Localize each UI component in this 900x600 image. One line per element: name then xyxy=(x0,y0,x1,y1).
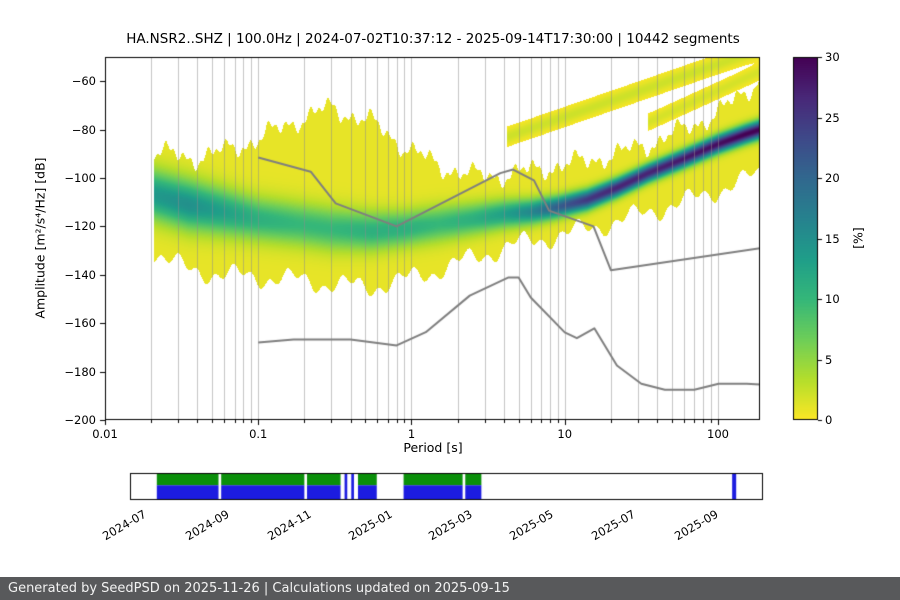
x-tick-label: 0.01 xyxy=(92,427,118,441)
colorbar-tick-label: 0 xyxy=(825,413,833,427)
colorbar-tick-label: 5 xyxy=(825,352,833,367)
y-tick-label: −120 xyxy=(64,219,96,234)
y-tick-label: −180 xyxy=(64,364,96,379)
y-tick-label: −100 xyxy=(64,171,96,185)
colorbar-tick-label: 25 xyxy=(825,110,840,125)
ppsd-plot-canvas xyxy=(0,0,900,575)
y-tick-label: −140 xyxy=(64,267,96,282)
colorbar-tick-label: 30 xyxy=(825,50,840,64)
x-tick-label: 1 xyxy=(407,427,416,441)
x-tick-label: 10 xyxy=(557,427,573,441)
y-tick-label: −60 xyxy=(71,74,96,89)
footer-bar: Generated by SeedPSD on 2025-11-26 | Cal… xyxy=(0,577,900,600)
colorbar-tick-label: 20 xyxy=(825,171,840,185)
x-tick-label: 0.1 xyxy=(249,427,268,441)
x-axis-label: Period [s] xyxy=(403,440,463,455)
x-tick-label: 100 xyxy=(707,427,729,441)
colorbar-tick-label: 15 xyxy=(825,231,840,246)
y-tick-label: −200 xyxy=(64,413,96,427)
plot-title: HA.NSR2..SHZ | 100.0Hz | 2024-07-02T10:3… xyxy=(126,31,740,47)
footer-text: Generated by SeedPSD on 2025-11-26 | Cal… xyxy=(8,581,510,596)
y-tick-label: −160 xyxy=(64,316,96,331)
colorbar-tick-label: 10 xyxy=(825,292,840,306)
y-axis-label: Amplitude [m²/s⁴/Hz] [dB] xyxy=(32,157,48,319)
colorbar-label: [%] xyxy=(850,227,866,249)
y-tick-label: −80 xyxy=(71,122,96,137)
